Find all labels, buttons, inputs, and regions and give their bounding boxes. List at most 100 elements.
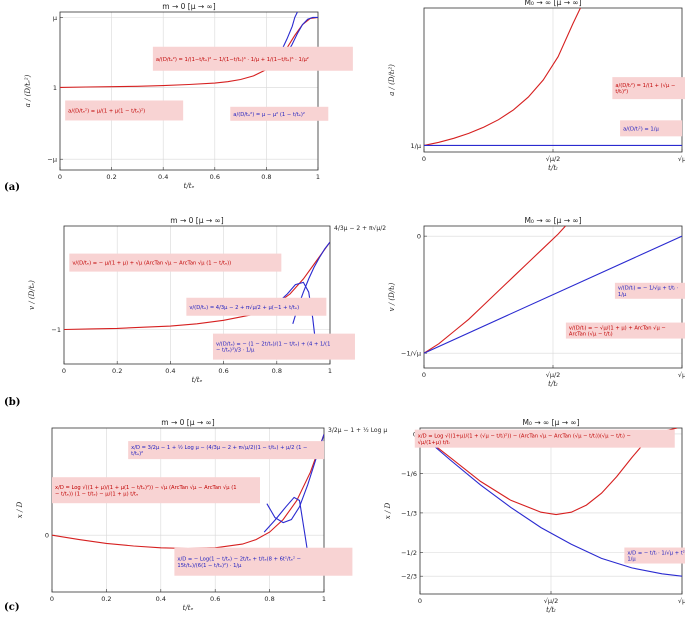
annotation-0: a/(D/tₑ²) = 1/(1−t/tₑ)² − 1/(1−t/tₑ)⁴ · …	[152, 46, 353, 71]
right-value-label: 4/3μ − 2 + π√μ/2	[334, 225, 386, 232]
y-tick-label-3: −1/2	[401, 549, 417, 557]
annotation-text-line-1: 1/μ	[618, 292, 627, 298]
chart-c-left: 0 0.2 0.4 0.6 0.8 1 0 m → 0 [μ → ∞] t/tₑ x / D 3/2…	[16, 418, 387, 612]
x-tick-label-3: 0.6	[218, 367, 228, 375]
annotation-text-line-0: v/(D/tₗ) = − √μ/(1 + μ) + ArcTan √μ −	[569, 324, 666, 331]
x-tick-label-2: 0.4	[165, 367, 175, 375]
chart-a-right: 0 √μ/2 √μ 1/μ M₀ → ∞ [μ → ∞] t/tₗ a / (D/tₗ²) a…	[388, 0, 685, 172]
x-tick-label-4: 0.8	[261, 173, 271, 181]
panel-label-b-left: (b)	[4, 397, 20, 408]
annotation-0: v/(D/tₑ) = − μ/(1 + μ) + √μ (ArcTan √μ −…	[69, 253, 282, 272]
annotation-box	[620, 120, 683, 137]
chart-title: m → 0 [μ → ∞]	[162, 2, 216, 11]
y-tick-label-1: −1/√μ	[401, 350, 421, 358]
x-tick-label-2: √μ	[678, 155, 685, 163]
y-tick-label-0: 0	[417, 233, 421, 241]
annotation-box	[612, 77, 685, 100]
annotation-text-line-1: 1/μ	[627, 557, 636, 563]
x-axis-label: t/tₑ	[184, 182, 195, 190]
y-axis-label: x / D	[16, 501, 24, 518]
series-exact	[424, 8, 581, 146]
x-tick-label-1: 0.2	[106, 173, 116, 181]
annotation-2: a/(D/tₑ²) = μ − μ² (1 − t/tₑ)²	[230, 106, 329, 121]
annotation-text-line-1: t/tₑ)²	[131, 451, 143, 457]
annotation-text-line-0: a/(D/tₑ²) = 1/(1−t/tₑ)² − 1/(1−t/tₑ)⁴ · …	[156, 57, 309, 63]
x-tick-label-1: √μ/2	[546, 371, 561, 379]
annotation-0: x/D = Log √((1+μ)/(1 + (√μ − t/tₗ)²)) − …	[414, 429, 675, 448]
annotation-box	[565, 322, 685, 339]
annotation-1: a/(D/tₑ²) = μ/(1 + μ(1 − t/tₑ)²)	[65, 100, 184, 121]
annotation-2: x/D = − Log(1 − t/tₑ) − 2t/tₑ + t/tₑ(8 +…	[174, 547, 353, 576]
x-tick-label-1: √μ/2	[544, 597, 559, 605]
y-tick-label-2: μ	[53, 14, 57, 22]
plot-frame	[63, 225, 331, 365]
x-tick-label-0: 0	[422, 155, 426, 163]
annotation-text-line-0: a/(D/tₗ²) = 1/μ	[623, 126, 659, 132]
x-axis-label: t/tₑ	[183, 604, 194, 612]
annotation-box	[65, 100, 184, 121]
annotation-0: v/(D/tₗ) = − 1/√μ + t/tₗ ·1/μ	[614, 282, 685, 299]
series-exact	[64, 241, 330, 331]
series-series-2	[263, 496, 311, 570]
annotation-box	[152, 46, 353, 71]
annotation-text-line-1: − t/tₑ)³)/3 · 1/μ	[216, 348, 255, 354]
annotation-box	[614, 282, 685, 299]
y-axis-label: v / (D/tₗ)	[388, 282, 396, 311]
x-tick-label-0: 0	[50, 595, 54, 603]
x-tick-label-5: 1	[328, 367, 332, 375]
annotation-box	[186, 297, 327, 316]
y-axis-label: a / (D/tₗ²)	[388, 64, 396, 96]
annotation-text-line-1: 15t/tₑ)/(6(1 − t/tₑ)²) · 1/μ	[177, 563, 242, 569]
chart-title: M₀ → ∞ [μ → ∞]	[524, 0, 581, 7]
annotation-0: a/(D/tₗ²) = 1/(1 + (√μ −t/tₗ)²)	[612, 77, 685, 100]
annotation-text-line-0: x/D = Log √((1 + μ)/(1 + μ(1 − t/tₑ)²)) …	[55, 484, 237, 491]
series-exact	[60, 16, 318, 88]
x-tick-label-1: 0.2	[101, 595, 111, 603]
annotation-0: x/D = 3/2μ − 1 + ½ Log μ − (4/3μ − 2 + π…	[128, 441, 325, 460]
x-tick-label-4: 0.8	[264, 595, 274, 603]
y-tick-label-0: −1	[51, 326, 61, 334]
annotation-1: x/D = − t/tₗ · 1/√μ + t²/2tₗ² ·1/μ	[624, 547, 685, 564]
x-axis-label: t/tₗ	[548, 164, 558, 172]
x-axis-label: t/tₗ	[546, 606, 556, 614]
series-linear	[424, 235, 682, 354]
annotation-text-line-0: v/(D/tₗ) = − 1/√μ + t/tₗ ·	[618, 285, 679, 292]
plot-frame	[59, 11, 319, 171]
y-tick-label-1: −1/6	[401, 470, 417, 478]
x-tick-label-5: 1	[322, 595, 326, 603]
annotation-text-line-0: a/(D/tₗ²) = 1/(1 + (√μ −	[615, 82, 675, 89]
annotation-1: v/(D/tₗ) = − √μ/(1 + μ) + ArcTan √μ −Arc…	[565, 322, 685, 339]
x-tick-label-5: 1	[316, 173, 320, 181]
annotation-1: a/(D/tₗ²) = 1/μ	[620, 120, 683, 137]
y-axis-label: v / (D/tₑ)	[28, 280, 36, 310]
annotation-box	[52, 477, 260, 504]
annotation-text-line-0: x/D = − Log(1 − t/tₑ) − 2t/tₑ + t/tₑ(8 +…	[177, 557, 301, 563]
chart-c-right: 0√μ/2√μ0−1/6−1/3−1/2−2/3M₀ → ∞ [μ → ∞]t/…	[384, 418, 685, 614]
chart-title: M₀ → ∞ [μ → ∞]	[524, 216, 581, 225]
annotation-text-line-0: v/(D/tₑ) = − (1 − 2t/tₑ)/(1 − t/tₑ) + (4…	[216, 342, 330, 348]
panel-label-a-left: (a)	[4, 182, 20, 193]
chart-title: m → 0 [μ → ∞]	[170, 216, 224, 225]
x-tick-label-0: 0	[58, 173, 62, 181]
y-tick-label-0: −μ	[47, 156, 57, 164]
annotation-text-line-0: x/D = Log √((1+μ)/(1 + (√μ − t/tₗ)²)) − …	[418, 433, 631, 440]
right-value-label: 3/2μ − 1 + ½ Log μ	[328, 427, 387, 434]
x-tick-label-1: 0.2	[112, 367, 122, 375]
x-tick-label-0: 0	[418, 597, 422, 605]
annotation-box	[174, 547, 353, 576]
y-axis-label: a / (D/tₑ²)	[24, 74, 32, 107]
y-axis-label: x / D	[384, 502, 392, 519]
chart-a-left: 0 0.2 0.4 0.6 0.8 1 −μ 1 μ m → 0 [μ → ∞] t/tₑ a / (…	[24, 2, 353, 190]
x-tick-label-3: 0.6	[210, 595, 220, 603]
series-series-2	[276, 281, 318, 353]
annotation-2: v/(D/tₑ) = − (1 − 2t/tₑ)/(1 − t/tₑ) + (4…	[212, 333, 355, 360]
x-tick-label-0: 0	[422, 371, 426, 379]
annotation-box	[230, 106, 329, 121]
annotation-box	[128, 441, 325, 460]
annotation-text-line-1: ArcTan (√μ − t/tₗ)	[569, 331, 613, 338]
y-tick-label-0: 0	[45, 532, 49, 540]
annotation-text-line-0: a/(D/tₑ²) = μ − μ² (1 − t/tₑ)²	[233, 112, 305, 118]
chart-b-right: 0 √μ/2 √μ 0 −1/√μ M₀ → ∞ [μ → ∞] t/tₗ v / (D/tₗ…	[388, 216, 685, 388]
x-axis-label: t/tₗ	[548, 380, 558, 388]
